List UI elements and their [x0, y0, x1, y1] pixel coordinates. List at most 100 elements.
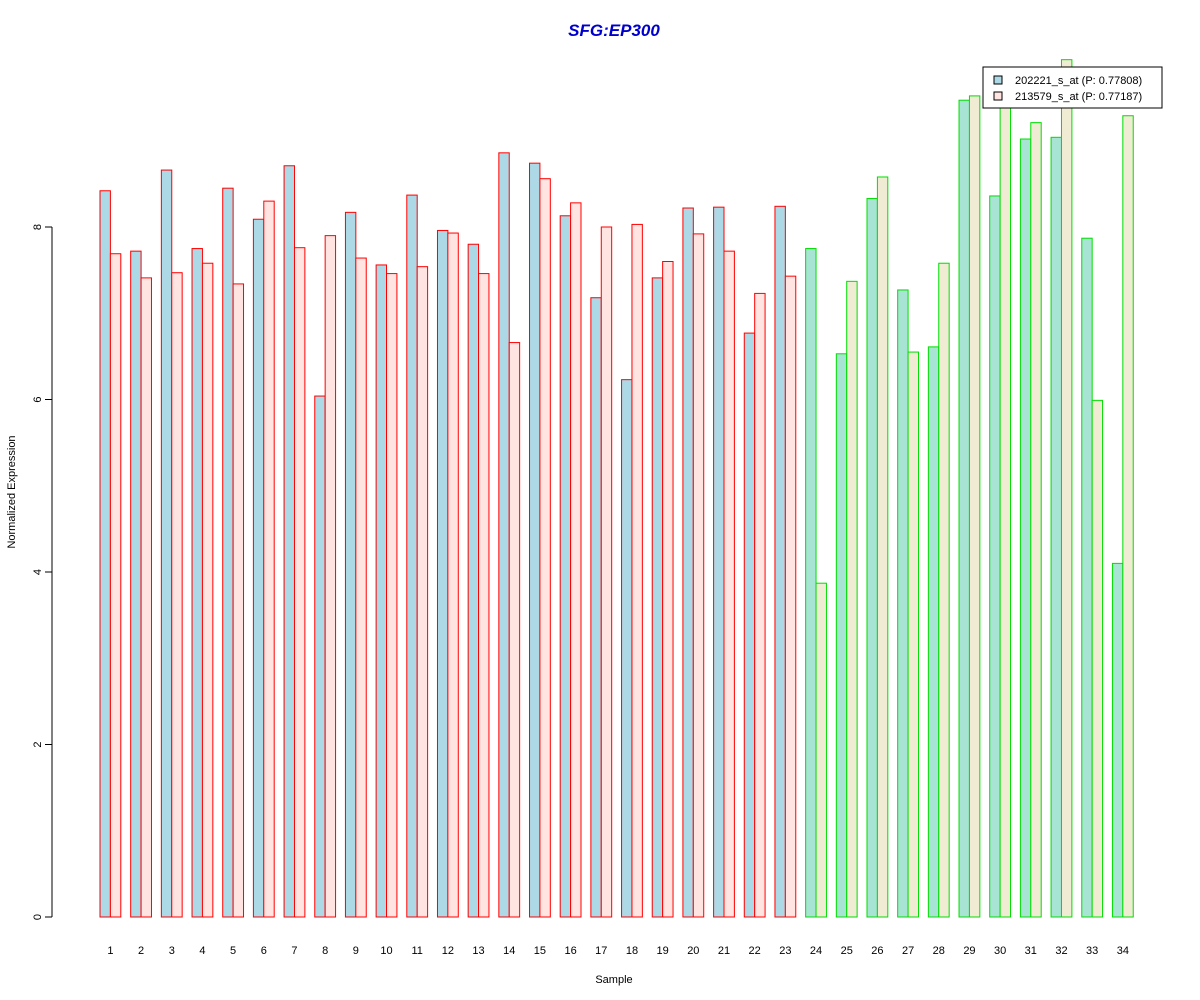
bar-s2-sample-4 [201, 262, 214, 918]
legend: 202221_s_at (P: 0.77808) 213579_s_at (P: … [982, 66, 1163, 109]
x-tick-label-26: 26 [871, 945, 883, 957]
bar-s2-sample-26 [876, 176, 889, 918]
bar-s2-sample-31 [1030, 122, 1042, 918]
bar-s1-sample-5 [222, 187, 234, 918]
x-tick-label-29: 29 [963, 945, 975, 957]
bar-s2-sample-20 [692, 233, 705, 918]
bar-s2-sample-27 [907, 351, 919, 918]
bar-s1-sample-4 [191, 248, 203, 918]
x-tick-label-14: 14 [503, 945, 515, 957]
bar-s2-sample-15 [539, 178, 551, 918]
bar-s1-sample-7 [283, 165, 295, 918]
bar-s1-sample-15 [529, 162, 541, 918]
bar-s2-sample-23 [784, 275, 797, 918]
bar-s1-sample-34 [1111, 562, 1124, 918]
bar-s1-sample-13 [467, 243, 480, 918]
bar-s1-sample-32 [1050, 136, 1062, 918]
x-tick-label-5: 5 [230, 945, 236, 957]
x-tick-label-23: 23 [779, 945, 791, 957]
x-tick-label-16: 16 [564, 945, 576, 957]
y-tick-label-6: 6 [32, 396, 44, 402]
bar-s2-sample-3 [171, 272, 183, 918]
bars-group [99, 59, 1134, 918]
x-tick-label-17: 17 [595, 945, 607, 957]
bar-s1-sample-24 [805, 248, 817, 918]
bar-s1-sample-14 [498, 152, 510, 918]
bar-s2-sample-5 [232, 283, 245, 918]
x-axis-label: Sample [595, 974, 632, 986]
bar-s2-sample-32 [1060, 59, 1073, 918]
x-tick-label-12: 12 [442, 945, 454, 957]
x-tick-label-22: 22 [749, 945, 761, 957]
x-tick-label-34: 34 [1117, 945, 1129, 957]
bar-s2-sample-13 [478, 273, 490, 918]
x-tick-label-24: 24 [810, 945, 822, 957]
bar-s2-sample-34 [1122, 115, 1134, 918]
bar-s2-sample-29 [968, 95, 981, 918]
y-tick-label-2: 2 [32, 741, 44, 747]
bar-s1-sample-20 [682, 207, 694, 918]
x-tick-label-15: 15 [534, 945, 546, 957]
x-tick-label-11: 11 [411, 945, 422, 957]
bar-s2-sample-18 [631, 223, 643, 918]
bar-s2-sample-19 [662, 261, 674, 918]
bar-s2-sample-17 [600, 226, 613, 918]
x-tick-label-19: 19 [657, 945, 669, 957]
bar-s2-sample-22 [754, 292, 766, 918]
bar-s1-sample-19 [651, 277, 664, 918]
x-tick-label-1: 1 [107, 945, 113, 957]
x-tick-label-3: 3 [169, 945, 175, 957]
bar-s1-sample-25 [835, 353, 848, 918]
bar-s1-sample-28 [927, 346, 940, 918]
bar-s2-sample-28 [938, 262, 950, 918]
bar-s1-sample-21 [713, 206, 725, 918]
y-tick-label-8: 8 [32, 224, 44, 230]
bar-s2-sample-6 [263, 200, 275, 918]
bar-s2-sample-24 [815, 582, 827, 918]
legend-swatch-2 [993, 91, 1003, 101]
x-tick-label-7: 7 [291, 945, 297, 957]
bar-s1-sample-33 [1081, 237, 1093, 918]
x-tick-label-6: 6 [261, 945, 267, 957]
bar-s1-sample-17 [590, 297, 602, 918]
x-tick-label-27: 27 [902, 945, 914, 957]
x-tick-label-8: 8 [322, 945, 328, 957]
bar-s2-sample-8 [324, 235, 337, 918]
bar-s2-sample-9 [355, 257, 367, 918]
bar-s1-sample-31 [1019, 138, 1032, 918]
bar-s1-sample-30 [989, 195, 1001, 918]
x-tick-label-10: 10 [380, 945, 392, 957]
bar-s2-sample-16 [570, 202, 582, 918]
x-tick-label-30: 30 [994, 945, 1006, 957]
bar-s1-sample-12 [436, 229, 449, 918]
chart-title: SFG:EP300 [568, 21, 660, 40]
bar-s2-sample-21 [723, 250, 735, 918]
bar-s1-sample-29 [958, 99, 970, 918]
bar-s2-sample-11 [416, 266, 429, 918]
y-tick-label-0: 0 [32, 914, 44, 920]
bar-s1-sample-1 [99, 190, 111, 918]
x-tick-label-18: 18 [626, 945, 638, 957]
x-tick-label-2: 2 [138, 945, 144, 957]
bar-s2-sample-2 [140, 277, 152, 918]
bar-s2-sample-12 [447, 232, 459, 918]
x-tick-label-4: 4 [199, 945, 205, 957]
x-tick-label-31: 31 [1025, 945, 1037, 957]
bar-s1-sample-6 [252, 218, 265, 918]
x-tick-label-33: 33 [1086, 945, 1098, 957]
bar-s2-sample-30 [999, 94, 1012, 918]
y-axis-label: Normalized Expression [6, 435, 18, 548]
bar-s2-sample-10 [386, 273, 398, 918]
x-tick-label-28: 28 [933, 945, 945, 957]
x-tick-label-21: 21 [718, 945, 730, 957]
bar-s1-sample-22 [743, 332, 756, 918]
bar-s1-sample-8 [314, 395, 326, 918]
x-tick-label-25: 25 [841, 945, 853, 957]
x-tick-label-20: 20 [687, 945, 699, 957]
bar-s1-sample-3 [160, 169, 173, 918]
x-tick-label-32: 32 [1055, 945, 1067, 957]
legend-box [982, 66, 1163, 109]
x-tick-label-13: 13 [472, 945, 484, 957]
x-tick-label-9: 9 [353, 945, 359, 957]
bar-s1-sample-27 [897, 289, 909, 918]
